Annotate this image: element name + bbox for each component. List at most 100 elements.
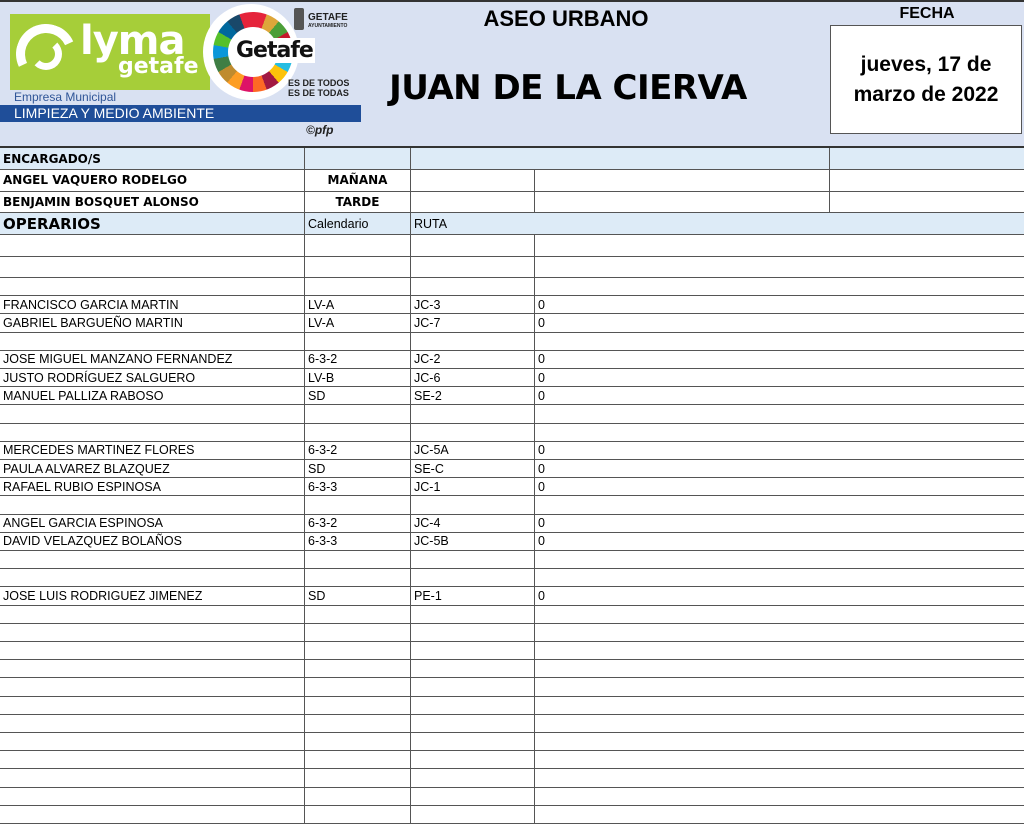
operario-ruta[interactable] <box>411 405 535 423</box>
operario-name[interactable]: FRANCISCO GARCIA MARTIN <box>0 296 305 314</box>
operario-value[interactable] <box>535 697 1024 714</box>
encargado-name[interactable]: ANGEL VAQUERO RODELGO <box>0 170 305 191</box>
operario-name[interactable] <box>0 769 305 787</box>
operario-name[interactable]: GABRIEL BARGUEÑO MARTIN <box>0 314 305 332</box>
operario-calendario[interactable]: 6-3-2 <box>305 350 411 368</box>
cell[interactable] <box>535 170 830 191</box>
operario-name[interactable] <box>0 787 305 805</box>
operario-value[interactable]: 0 <box>538 443 545 458</box>
cell[interactable] <box>411 148 830 169</box>
operario-name[interactable] <box>0 423 305 441</box>
operario-name[interactable] <box>0 733 305 751</box>
operario-calendario[interactable]: 6-3-2 <box>305 441 411 459</box>
operario-name[interactable] <box>0 605 305 623</box>
operario-calendario[interactable] <box>305 751 411 769</box>
cell[interactable] <box>830 148 1024 169</box>
operario-name[interactable]: JOSE LUIS RODRIGUEZ JIMENEZ <box>0 587 305 605</box>
cell[interactable] <box>305 148 411 169</box>
operario-name[interactable]: JUSTO RODRÍGUEZ SALGUERO <box>0 369 305 387</box>
operario-ruta[interactable] <box>411 642 535 660</box>
operario-ruta[interactable] <box>411 660 535 678</box>
operario-value[interactable] <box>535 642 1024 659</box>
operario-ruta[interactable] <box>411 733 535 751</box>
operario-name[interactable] <box>0 235 305 256</box>
operario-ruta[interactable] <box>411 235 535 256</box>
operario-ruta[interactable] <box>411 787 535 805</box>
operario-value[interactable]: 0 <box>538 479 545 494</box>
operario-calendario[interactable] <box>305 660 411 678</box>
encargado-name[interactable]: BENJAMIN BOSQUET ALONSO <box>0 191 305 212</box>
operario-calendario[interactable] <box>305 278 411 296</box>
operario-value[interactable]: 0 <box>538 352 545 367</box>
operario-name[interactable] <box>0 751 305 769</box>
operario-calendario[interactable]: LV-A <box>305 296 411 314</box>
operario-value[interactable] <box>535 569 1024 586</box>
operario-name[interactable] <box>0 696 305 714</box>
operario-name[interactable] <box>0 405 305 423</box>
operario-calendario[interactable] <box>305 605 411 623</box>
operario-value[interactable]: 0 <box>538 370 545 385</box>
operario-ruta[interactable]: JC-2 <box>411 350 535 368</box>
operario-calendario[interactable] <box>305 696 411 714</box>
operario-calendario[interactable] <box>305 787 411 805</box>
operario-name[interactable] <box>0 569 305 587</box>
operario-name[interactable]: DAVID VELAZQUEZ BOLAÑOS <box>0 532 305 550</box>
operario-calendario[interactable] <box>305 569 411 587</box>
operario-name[interactable] <box>0 256 305 277</box>
operario-ruta[interactable] <box>411 569 535 587</box>
operario-name[interactable] <box>0 642 305 660</box>
operario-calendario[interactable] <box>305 714 411 732</box>
encargado-turno[interactable]: MAÑANA <box>305 170 411 191</box>
operario-value[interactable] <box>535 788 1024 805</box>
operario-calendario[interactable]: 6-3-3 <box>305 532 411 550</box>
operario-value[interactable] <box>535 424 1024 441</box>
operario-calendario[interactable]: LV-A <box>305 314 411 332</box>
cell[interactable] <box>411 170 535 191</box>
operario-ruta[interactable] <box>411 256 535 277</box>
cell[interactable] <box>535 191 830 212</box>
operario-ruta[interactable] <box>411 769 535 787</box>
operario-ruta[interactable] <box>411 551 535 569</box>
operario-value[interactable] <box>535 769 1024 786</box>
operario-value[interactable]: 0 <box>538 588 545 603</box>
cell[interactable] <box>411 191 535 212</box>
operario-ruta[interactable]: JC-5A <box>411 441 535 459</box>
operario-name[interactable] <box>0 496 305 514</box>
operario-calendario[interactable] <box>305 678 411 696</box>
operario-value[interactable] <box>535 257 1024 278</box>
operario-value[interactable] <box>535 624 1024 641</box>
operario-calendario[interactable] <box>305 235 411 256</box>
operario-calendario[interactable]: 6-3-3 <box>305 478 411 496</box>
operario-calendario[interactable] <box>305 496 411 514</box>
operario-value[interactable]: 0 <box>538 516 545 531</box>
operario-ruta[interactable] <box>411 332 535 350</box>
operario-ruta[interactable] <box>411 805 535 823</box>
encargado-turno[interactable]: TARDE <box>305 191 411 212</box>
operario-name[interactable] <box>0 678 305 696</box>
operario-ruta[interactable] <box>411 623 535 641</box>
operario-ruta[interactable]: JC-3 <box>411 296 535 314</box>
operario-calendario[interactable] <box>305 551 411 569</box>
operario-value[interactable] <box>535 751 1024 768</box>
operario-calendario[interactable]: 6-3-2 <box>305 514 411 532</box>
operario-name[interactable] <box>0 278 305 296</box>
operario-calendario[interactable] <box>305 256 411 277</box>
operario-value[interactable] <box>535 806 1024 823</box>
operario-name[interactable] <box>0 551 305 569</box>
operario-ruta[interactable] <box>411 696 535 714</box>
operario-name[interactable] <box>0 805 305 823</box>
operario-name[interactable] <box>0 332 305 350</box>
cell[interactable] <box>830 192 1024 213</box>
operario-value[interactable] <box>535 678 1024 695</box>
operario-value[interactable] <box>535 606 1024 623</box>
operario-name[interactable] <box>0 714 305 732</box>
operario-ruta[interactable]: JC-6 <box>411 369 535 387</box>
operario-ruta[interactable]: SE-C <box>411 460 535 478</box>
operario-ruta[interactable] <box>411 678 535 696</box>
operario-value[interactable]: 0 <box>538 461 545 476</box>
operario-name[interactable] <box>0 623 305 641</box>
operario-calendario[interactable] <box>305 805 411 823</box>
operario-value[interactable]: 0 <box>538 315 545 330</box>
operario-calendario[interactable] <box>305 423 411 441</box>
operario-name[interactable]: JOSE MIGUEL MANZANO FERNANDEZ <box>0 350 305 368</box>
